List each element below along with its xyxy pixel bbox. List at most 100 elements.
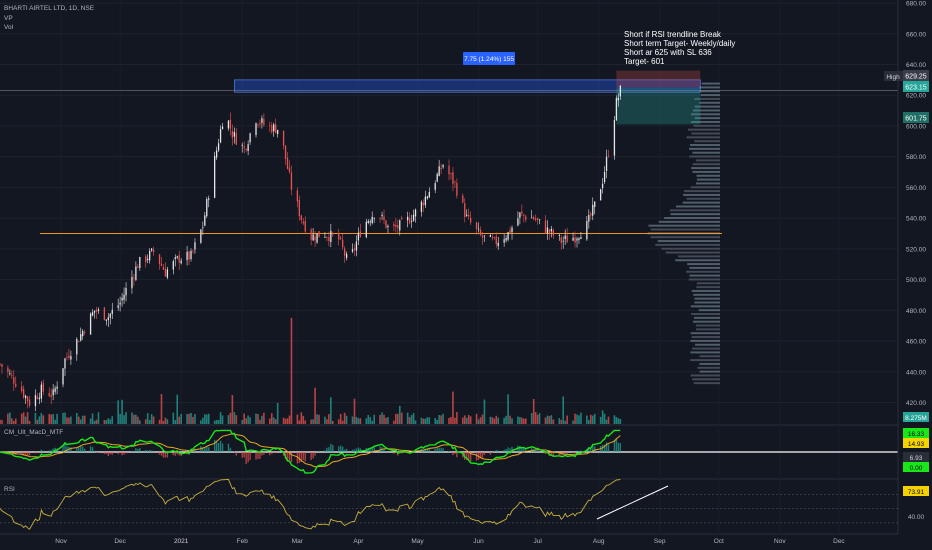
volume-bar (83, 415, 86, 424)
candle-body (28, 399, 31, 406)
time-tick-label: Dec (114, 538, 126, 545)
vp-bar (699, 362, 720, 365)
candle-body (229, 119, 232, 129)
volume-bar (300, 412, 303, 424)
vp-bar (690, 351, 720, 354)
volume-bar (14, 418, 17, 424)
macd-pane (0, 429, 898, 474)
volume-bar (93, 420, 96, 424)
candle-body (22, 388, 25, 398)
candle-body (1, 364, 3, 368)
volume-bar (79, 419, 82, 424)
macd-title: CM_Ult_MacD_MTF (4, 429, 63, 436)
volume-bar (243, 413, 245, 424)
candle-body (572, 237, 574, 241)
candle-body (519, 212, 521, 218)
volume-bar (24, 416, 27, 424)
volume-bar (574, 413, 576, 424)
volume-bar (310, 419, 312, 424)
candle-body (438, 166, 440, 176)
candle-body (304, 221, 306, 232)
volume-bar (172, 412, 175, 424)
vp-bar (690, 120, 720, 123)
price-tick-label: 500.00 (906, 277, 926, 284)
candle-body (21, 386, 23, 392)
candle-body (24, 395, 27, 399)
candle-body (40, 384, 43, 399)
price-tick-label: 660.00 (906, 31, 926, 38)
candle-body (152, 249, 155, 253)
volume-bar (135, 414, 137, 424)
volume-bar (312, 419, 314, 424)
volume-bar (77, 416, 80, 424)
candle-body (52, 389, 54, 396)
volume-bar (107, 418, 110, 424)
volume-bar (619, 418, 622, 424)
volume-bar (188, 413, 190, 424)
vp-bar (696, 174, 720, 177)
volume-bar (150, 414, 153, 424)
volume-bar (109, 419, 112, 424)
candle-body (550, 228, 553, 232)
volume-bar (235, 415, 238, 424)
time-tick-label: Mar (292, 538, 304, 545)
vp-bar (693, 124, 720, 127)
vp-bar (650, 236, 720, 239)
time-tick-label: Sep (654, 538, 666, 545)
candle-body (505, 238, 507, 241)
volume-bar (607, 416, 610, 424)
candle-body (330, 230, 332, 242)
volume-bar (117, 400, 119, 424)
candle-body (255, 123, 257, 135)
volume-bar (318, 414, 320, 424)
volume-bar (564, 420, 566, 424)
candle-body (42, 383, 44, 392)
vp-legend[interactable]: VP (4, 15, 13, 22)
volume-bar (450, 416, 452, 424)
macd-badge-a: 16.33 (908, 431, 925, 438)
time-axis[interactable]: Nov Dec 2021 Feb Mar Apr May Jun Jul Aug Sep Oct Nov… (55, 538, 845, 545)
candle-body (164, 268, 167, 277)
trade-annotation[interactable]: Short if RSI trendline Break Short term … (624, 30, 735, 66)
volume-bar (95, 419, 98, 424)
candle-body (503, 239, 505, 243)
volume-bar (158, 419, 161, 424)
vp-bar (686, 270, 720, 273)
symbol-legend[interactable]: BHARTI AIRTEL LTD, 1D, NSE (4, 5, 95, 12)
macd-line (0, 429, 621, 474)
vp-bar (695, 343, 720, 346)
volume-bar (330, 397, 332, 424)
price-tick-label: 480.00 (906, 308, 926, 315)
volume-bar (548, 416, 551, 424)
volume-bar (22, 412, 25, 424)
vp-bar (696, 282, 720, 285)
vp-bar (698, 309, 720, 312)
macd-badge-b: 14.93 (908, 441, 925, 448)
vp-bar (696, 328, 720, 331)
volume-bar (511, 418, 513, 424)
vp-bar (694, 301, 720, 304)
volume-bar (186, 414, 188, 424)
candle-body (387, 225, 389, 228)
volume-bar (314, 387, 316, 424)
candle-body (172, 261, 174, 270)
vp-bar (692, 163, 720, 166)
candle-body (111, 309, 113, 314)
volume-bar (434, 418, 437, 424)
volume-bar (359, 418, 362, 424)
volume-bar (398, 405, 401, 424)
candle-body (312, 234, 314, 241)
candle-body (286, 158, 289, 169)
volume-bar (536, 414, 539, 424)
volume-bars (0, 318, 622, 424)
candle-body (454, 181, 456, 183)
candle-body (89, 313, 92, 335)
candle-body (475, 222, 478, 229)
candle-body (351, 249, 354, 252)
volume-badge: 8.275M (905, 415, 927, 422)
volume-legend[interactable]: Vol (4, 24, 14, 31)
candle-body (544, 220, 547, 234)
volume-bar (373, 414, 375, 424)
volume-bar (617, 418, 620, 424)
